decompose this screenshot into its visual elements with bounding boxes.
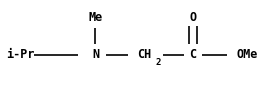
Text: O: O: [190, 11, 197, 24]
Text: Me: Me: [89, 11, 102, 24]
Text: N: N: [92, 48, 99, 61]
Text: OMe: OMe: [237, 48, 258, 61]
Text: 2: 2: [155, 58, 161, 67]
Text: CH: CH: [137, 48, 151, 61]
Text: i-Pr: i-Pr: [6, 48, 34, 61]
Text: C: C: [190, 48, 197, 61]
